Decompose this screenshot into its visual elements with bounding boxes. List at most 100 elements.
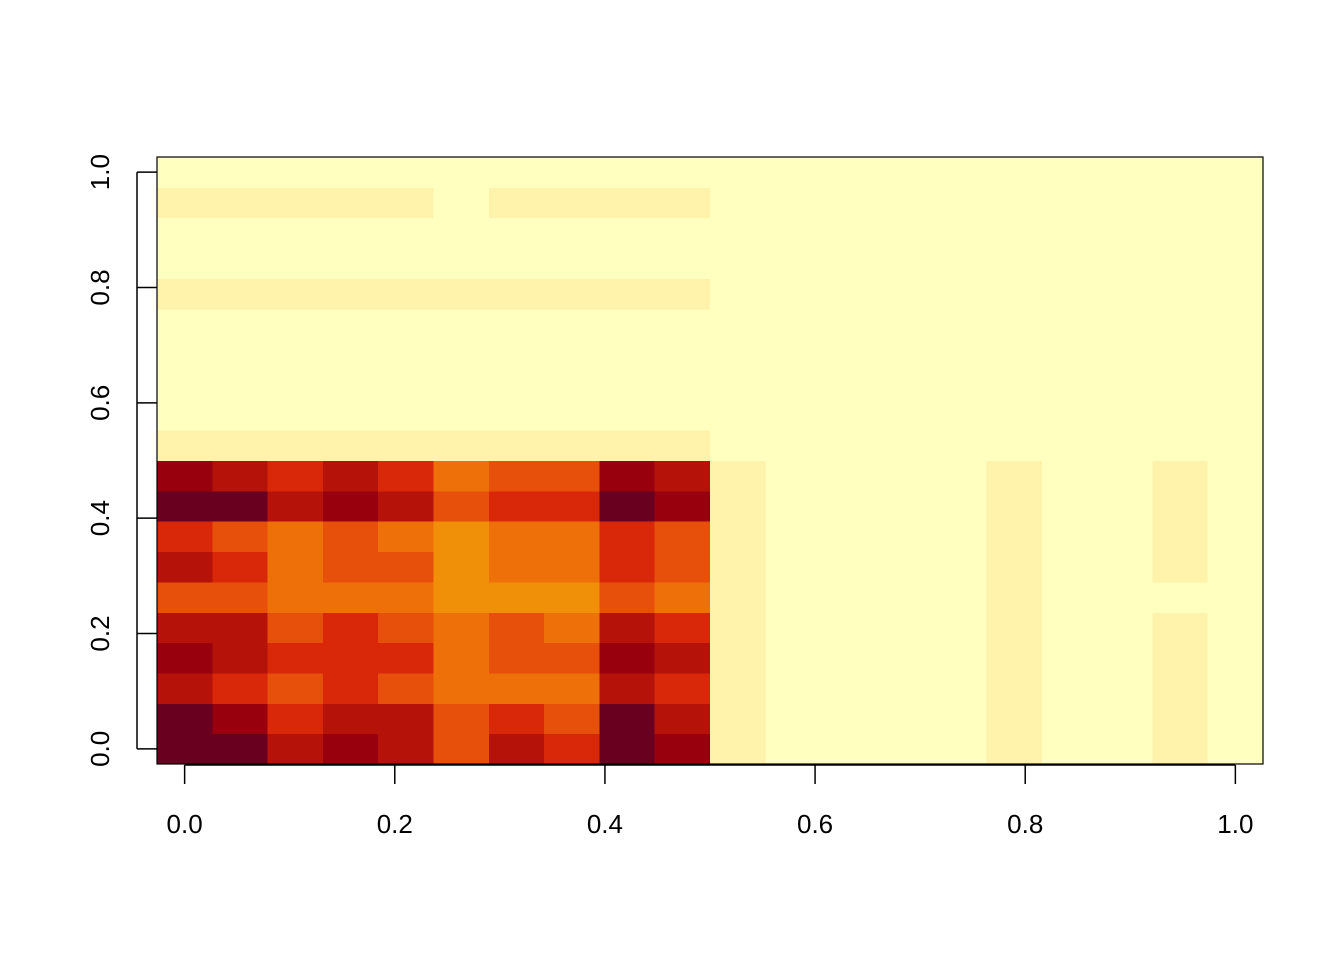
heat-cell — [378, 551, 434, 583]
heat-cell — [1097, 642, 1153, 674]
heat-cell — [654, 460, 711, 492]
heat-cell — [765, 248, 822, 279]
heat-cell — [986, 339, 1043, 370]
heat-cell — [212, 490, 269, 522]
heat-cell — [267, 703, 324, 735]
heat-cell — [544, 460, 600, 492]
heat-cell — [1097, 521, 1153, 553]
heat-cell — [322, 551, 379, 583]
heat-cell — [1207, 521, 1264, 553]
heat-cell — [544, 642, 600, 674]
heat-cell — [378, 187, 434, 219]
heat-cell — [820, 672, 877, 704]
heat-cell — [433, 642, 490, 674]
heat-cell — [212, 612, 269, 644]
heat-cell — [1152, 703, 1209, 735]
heat-cell — [157, 248, 213, 279]
heat-cell — [875, 581, 932, 613]
heat-cell — [1207, 217, 1264, 249]
heat-cell — [1207, 703, 1264, 735]
heat-cell — [544, 612, 600, 644]
heat-cell — [986, 703, 1043, 735]
heat-cell — [765, 551, 822, 583]
heat-cell — [654, 490, 711, 522]
heat-cell — [433, 187, 490, 219]
heat-cell — [986, 733, 1043, 765]
heat-cell — [654, 187, 711, 219]
heat-cell — [1152, 581, 1209, 613]
heat-cell — [986, 217, 1043, 249]
heat-cell — [1207, 187, 1264, 219]
heat-cell — [544, 399, 600, 431]
heat-cell — [820, 733, 877, 765]
heat-cell — [765, 460, 822, 492]
heat-cell — [488, 157, 545, 188]
heat-cell — [322, 703, 379, 735]
heat-cell — [875, 187, 932, 219]
heat-cell — [1041, 369, 1098, 401]
heat-cell — [1097, 308, 1153, 340]
heat-cell — [1207, 551, 1264, 583]
heat-cell — [765, 490, 822, 522]
heat-cell — [820, 430, 877, 461]
heat-cell — [820, 612, 877, 644]
heat-cell — [599, 157, 656, 188]
heat-cell — [599, 733, 656, 765]
heat-cell — [378, 672, 434, 704]
heat-cell — [378, 339, 434, 370]
heat-cell — [875, 521, 932, 553]
plot-box — [156, 156, 1264, 765]
heat-cell — [1097, 612, 1153, 644]
heat-cell — [710, 157, 766, 188]
heat-cell — [1152, 339, 1209, 370]
heat-cell — [1207, 612, 1264, 644]
heat-cell — [212, 430, 269, 461]
heat-cell — [544, 308, 600, 340]
heat-cell — [433, 460, 490, 492]
heat-cell — [599, 703, 656, 735]
heat-cell — [1152, 308, 1209, 340]
heat-cell — [875, 551, 932, 583]
heat-cell — [488, 521, 545, 553]
heat-cell — [267, 612, 324, 644]
heat-cell — [986, 490, 1043, 522]
heat-cell — [820, 308, 877, 340]
heat-cell — [488, 642, 545, 674]
y-tick-label: 0.2 — [85, 615, 115, 651]
heat-cell — [433, 551, 490, 583]
heat-cell — [1207, 733, 1264, 765]
heat-cell — [544, 672, 600, 704]
heat-cell — [820, 399, 877, 431]
heat-cell — [710, 581, 766, 613]
heat-cell — [1041, 339, 1098, 370]
heat-cell — [820, 642, 877, 674]
heat-cell — [820, 339, 877, 370]
heat-cell — [1041, 248, 1098, 279]
heat-cell — [488, 399, 545, 431]
heat-cell — [378, 521, 434, 553]
heat-cell — [322, 521, 379, 553]
x-tick-label: 1.0 — [1217, 809, 1253, 839]
heat-cell — [875, 460, 932, 492]
heat-cell — [1097, 490, 1153, 522]
heat-cell — [986, 399, 1043, 431]
heat-cell — [1152, 551, 1209, 583]
heat-cell — [267, 672, 324, 704]
heat-cell — [765, 157, 822, 188]
heat-cell — [1152, 642, 1209, 674]
x-tick-label: 0.6 — [797, 809, 833, 839]
heat-cell — [157, 581, 213, 613]
heat-cell — [654, 703, 711, 735]
heat-cell — [599, 490, 656, 522]
heat-cell — [986, 672, 1043, 704]
heat-cell — [875, 369, 932, 401]
heat-cell — [212, 399, 269, 431]
heat-cell — [599, 460, 656, 492]
heat-cell — [322, 490, 379, 522]
heat-cell — [488, 672, 545, 704]
heat-cell — [544, 490, 600, 522]
heat-cell — [322, 248, 379, 279]
heat-cell — [1152, 430, 1209, 461]
heat-cell — [1152, 612, 1209, 644]
